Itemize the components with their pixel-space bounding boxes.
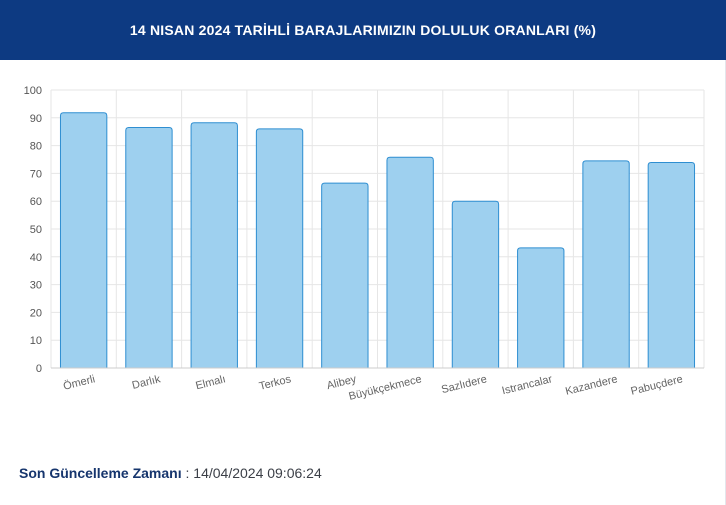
y-tick-label: 10 bbox=[30, 335, 42, 347]
y-tick-label: 20 bbox=[30, 307, 42, 319]
bar-chart: 0 10 20 30 40 50 60 70 80 90 100 Ömerli Darlık Elmalı… bbox=[0, 60, 726, 440]
bar bbox=[517, 247, 565, 369]
bar bbox=[59, 112, 108, 369]
x-tick-label: Pabuçdere bbox=[630, 373, 685, 398]
bar bbox=[451, 200, 500, 369]
last-update-separator: : bbox=[181, 465, 194, 481]
y-tick-label: 30 bbox=[30, 280, 42, 292]
x-tick-label: Kazandere bbox=[564, 373, 619, 398]
bar bbox=[255, 128, 304, 369]
y-tick-label: 0 bbox=[36, 363, 42, 375]
y-tick-label: 90 bbox=[30, 113, 42, 125]
bar bbox=[386, 156, 434, 369]
x-tick-label: Büyükçekmece bbox=[348, 373, 423, 403]
x-tick-label: Sazlıdere bbox=[440, 373, 488, 396]
x-tick-label: Terkos bbox=[258, 373, 293, 393]
y-tick-label: 80 bbox=[30, 141, 42, 153]
bar bbox=[125, 127, 173, 369]
y-tick-label: 100 bbox=[24, 85, 42, 97]
x-tick-label: Elmalı bbox=[194, 373, 227, 392]
chart-title: 14 NISAN 2024 TARİHLİ BARAJLARIMIZIN DOL… bbox=[129, 22, 597, 38]
last-update: Son Güncelleme Zamanı : 14/04/2024 09:06… bbox=[19, 465, 322, 481]
last-update-value: 14/04/2024 09:06:24 bbox=[193, 465, 322, 481]
chart-header: 14 NISAN 2024 TARİHLİ BARAJLARIMIZIN DOL… bbox=[0, 0, 726, 60]
bar bbox=[647, 162, 696, 369]
x-tick-label: Istrancalar bbox=[501, 373, 554, 397]
x-tick-label: Darlık bbox=[131, 373, 162, 392]
y-tick-label: 60 bbox=[30, 196, 42, 208]
bar bbox=[190, 122, 238, 369]
y-tick-label: 70 bbox=[30, 168, 42, 180]
last-update-label: Son Güncelleme Zamanı bbox=[19, 465, 182, 481]
bar bbox=[321, 182, 369, 369]
bar-chart-svg: 0 10 20 30 40 50 60 70 80 90 100 Ömerli Darlık Elmalı… bbox=[24, 85, 705, 403]
y-tick-label: 40 bbox=[30, 252, 42, 264]
bar bbox=[582, 160, 630, 369]
x-tick-label: Ömerli bbox=[62, 373, 96, 392]
y-tick-label: 50 bbox=[30, 224, 42, 236]
